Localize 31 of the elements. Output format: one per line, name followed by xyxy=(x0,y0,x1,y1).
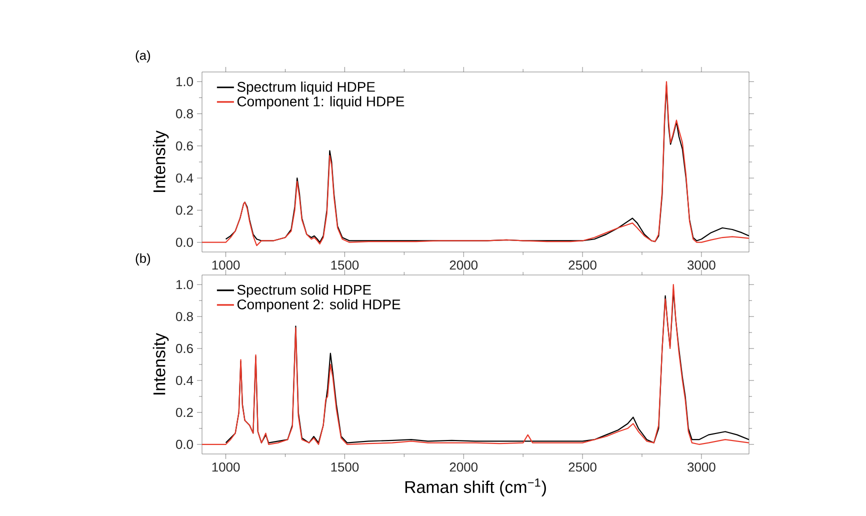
x-tick-label: 3000 xyxy=(688,260,716,270)
legend-label: Spectrum liquid HDPE xyxy=(237,82,375,95)
y-tick-label: 0.2 xyxy=(176,206,193,215)
legend-label: Component 1: liquid HDPE xyxy=(237,96,404,110)
x-tick-label: 1000 xyxy=(212,462,240,472)
chart-title: (a) xyxy=(136,50,150,62)
x-tick-label: 1500 xyxy=(331,462,359,472)
x-axis-title: Raman shift (cm$^{−1}$) xyxy=(405,478,546,496)
x-tick-label: 2500 xyxy=(568,462,596,472)
x-tick-label: 2500 xyxy=(568,260,596,270)
y-tick-label: 0.6 xyxy=(176,141,193,150)
x-tick-label: 1000 xyxy=(212,260,240,270)
y-tick-label: 0.4 xyxy=(176,173,194,183)
y-tick-label: 0.8 xyxy=(176,312,193,322)
x-tick-label: 1500 xyxy=(331,260,359,270)
legend-label: Component 2: solid HDPE xyxy=(237,299,400,312)
y-tick-label: 0.6 xyxy=(176,344,193,354)
y-axis-title: Intensity xyxy=(152,130,169,192)
chart-title: (b) xyxy=(136,253,150,266)
x-tick-label: 2000 xyxy=(450,260,478,270)
legend-label: Spectrum solid HDPE xyxy=(237,284,371,298)
y-tick-label: 0.4 xyxy=(176,376,194,386)
y-tick-label: 1.0 xyxy=(176,280,193,290)
y-tick-label: 0.0 xyxy=(176,238,193,247)
x-tick-label: 3000 xyxy=(688,462,716,472)
y-tick-label: 1.0 xyxy=(176,77,193,86)
y-axis-title: Intensity xyxy=(152,332,169,394)
x-tick-label: 2000 xyxy=(450,462,478,472)
y-tick-label: 0.2 xyxy=(176,408,193,418)
y-tick-label: 0.0 xyxy=(176,440,193,449)
y-tick-label: 0.8 xyxy=(176,109,193,118)
